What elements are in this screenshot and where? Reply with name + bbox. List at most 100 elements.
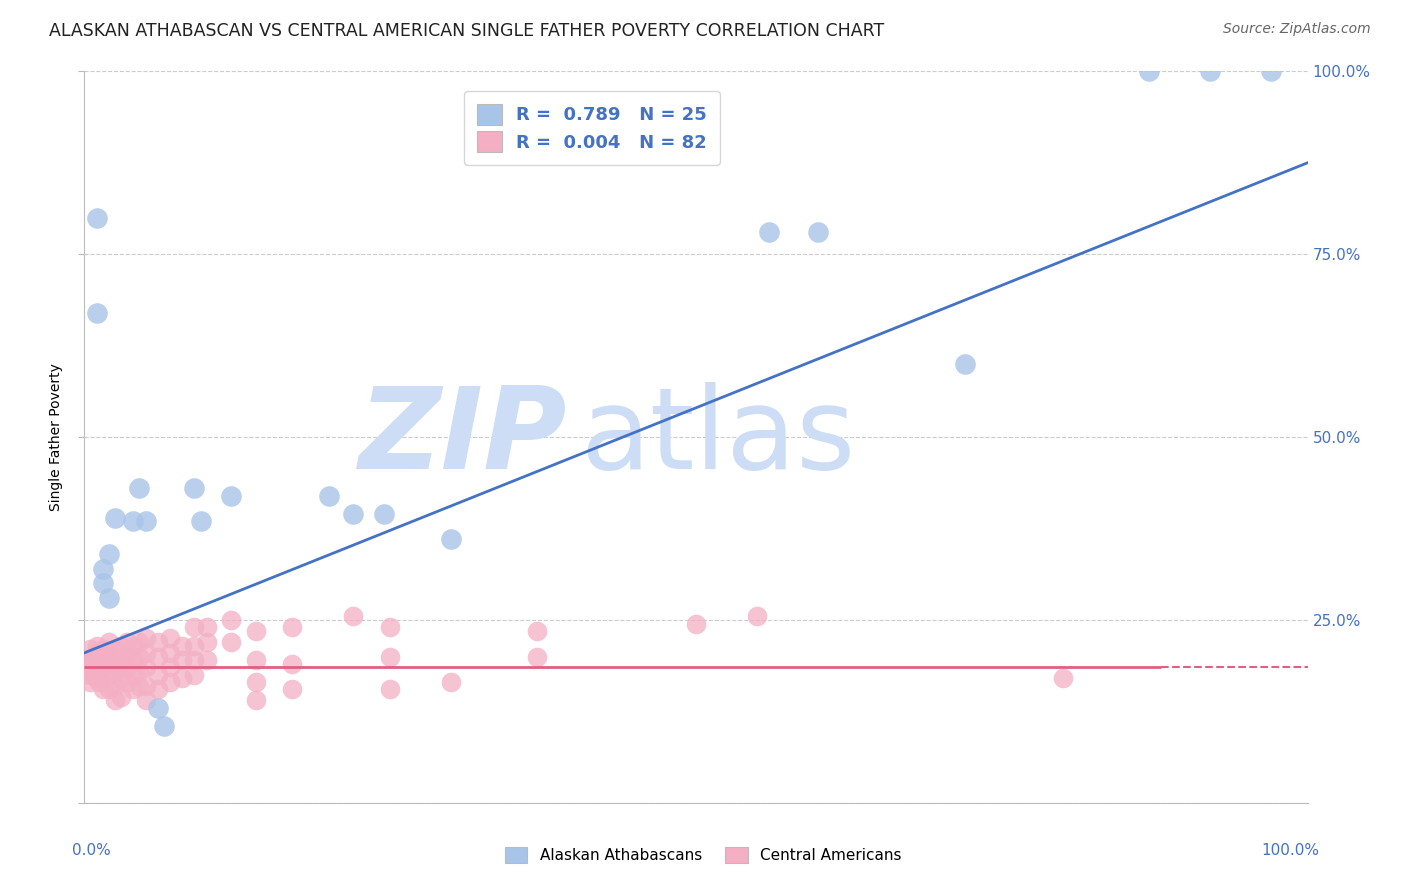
Point <box>128 635 150 649</box>
Point <box>380 649 402 664</box>
Point <box>159 632 181 646</box>
Text: 0.0%: 0.0% <box>72 843 111 858</box>
Point <box>245 624 267 638</box>
Point <box>110 690 132 704</box>
Point <box>135 660 157 674</box>
Point <box>953 357 976 371</box>
Point <box>97 547 120 561</box>
Point <box>86 657 108 671</box>
Point <box>172 653 194 667</box>
Point <box>245 653 267 667</box>
Y-axis label: Single Father Poverty: Single Father Poverty <box>49 363 63 511</box>
Point <box>87 664 110 678</box>
Point <box>87 675 110 690</box>
Point <box>758 225 780 239</box>
Point <box>128 481 150 495</box>
Point <box>79 642 101 657</box>
Point <box>86 306 108 320</box>
Point <box>135 646 157 660</box>
Point <box>91 562 114 576</box>
Point <box>91 682 114 697</box>
Text: ALASKAN ATHABASCAN VS CENTRAL AMERICAN SINGLE FATHER POVERTY CORRELATION CHART: ALASKAN ATHABASCAN VS CENTRAL AMERICAN S… <box>49 22 884 40</box>
Point <box>380 682 402 697</box>
Point <box>115 675 138 690</box>
Point <box>97 657 120 671</box>
Point <box>172 672 194 686</box>
Point <box>440 675 463 690</box>
Point <box>685 616 707 631</box>
Point <box>342 609 364 624</box>
Point <box>122 682 145 697</box>
Point <box>146 635 169 649</box>
Point <box>318 489 340 503</box>
Point <box>110 660 132 674</box>
Point <box>1137 64 1160 78</box>
Legend: Alaskan Athabascans, Central Americans: Alaskan Athabascans, Central Americans <box>496 839 910 871</box>
Point <box>146 682 169 697</box>
Point <box>159 660 181 674</box>
Point <box>146 700 169 714</box>
Point <box>104 679 127 693</box>
Point <box>135 693 157 707</box>
Point <box>281 620 304 634</box>
Point <box>86 660 108 674</box>
Point <box>91 576 114 591</box>
Point <box>115 635 138 649</box>
Point <box>195 635 218 649</box>
Point <box>104 653 127 667</box>
Point <box>183 620 205 634</box>
Point <box>342 507 364 521</box>
Point <box>83 653 105 667</box>
Point <box>153 719 176 733</box>
Point <box>159 675 181 690</box>
Point <box>122 653 145 667</box>
Point <box>79 675 101 690</box>
Point <box>115 660 138 674</box>
Point <box>190 514 212 528</box>
Point <box>1260 64 1282 78</box>
Point <box>135 514 157 528</box>
Point <box>219 635 242 649</box>
Point <box>146 667 169 681</box>
Point <box>83 660 105 674</box>
Text: atlas: atlas <box>579 382 855 492</box>
Point <box>104 510 127 524</box>
Point <box>91 642 114 657</box>
Point <box>110 639 132 653</box>
Point <box>91 660 114 674</box>
Point <box>122 667 145 681</box>
Point <box>219 489 242 503</box>
Point <box>526 624 548 638</box>
Point <box>183 481 205 495</box>
Point <box>526 649 548 664</box>
Point <box>110 649 132 664</box>
Point <box>97 682 120 697</box>
Point <box>91 653 114 667</box>
Point <box>79 667 101 681</box>
Point <box>195 620 218 634</box>
Point <box>79 660 101 674</box>
Point <box>128 664 150 678</box>
Point <box>183 653 205 667</box>
Point <box>83 667 105 681</box>
Point <box>807 225 830 239</box>
Point <box>83 649 105 664</box>
Point <box>146 649 169 664</box>
Point <box>97 667 120 681</box>
Point <box>373 507 395 521</box>
Point <box>97 635 120 649</box>
Point <box>86 211 108 225</box>
Point <box>97 591 120 605</box>
Point <box>195 653 218 667</box>
Point <box>172 639 194 653</box>
Point <box>281 682 304 697</box>
Point <box>87 657 110 671</box>
Point <box>87 649 110 664</box>
Point <box>110 672 132 686</box>
Point <box>104 642 127 657</box>
Point <box>135 632 157 646</box>
Point <box>183 667 205 681</box>
Point <box>86 639 108 653</box>
Point <box>97 649 120 664</box>
Point <box>104 693 127 707</box>
